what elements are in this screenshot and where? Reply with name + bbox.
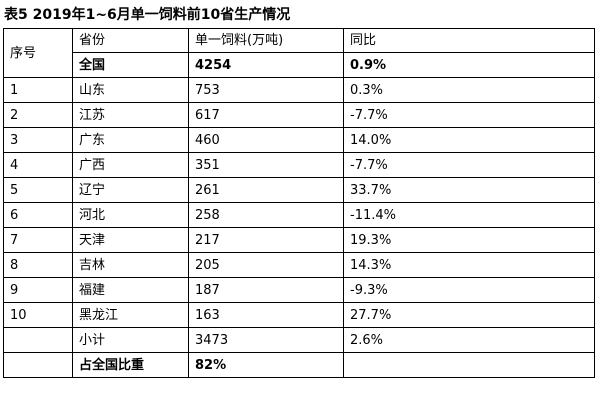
cell-yoy: -7.7% xyxy=(343,102,595,128)
cell-rank: 6 xyxy=(3,202,73,228)
subtotal-yoy: 2.6% xyxy=(343,327,595,353)
cell-output: 351 xyxy=(188,152,344,178)
production-table: 序号 省份 单一饲料(万吨) 同比 全国 4254 0.9% 1 山东 753 0.3… xyxy=(3,28,595,378)
cell-rank: 5 xyxy=(3,177,73,203)
cell-province: 广西 xyxy=(72,152,189,178)
cell-output: 187 xyxy=(188,277,344,303)
cell-output: 617 xyxy=(188,102,344,128)
cell-yoy: -11.4% xyxy=(343,202,595,228)
cell-rank: 3 xyxy=(3,127,73,153)
cell-yoy: 0.3% xyxy=(343,77,595,103)
cell-province: 辽宁 xyxy=(72,177,189,203)
cell-rank: 1 xyxy=(3,77,73,103)
header-province: 省份 xyxy=(72,28,189,53)
header-row: 序号 省份 单一饲料(万吨) 同比 xyxy=(3,28,595,78)
subtotal-output: 3473 xyxy=(188,327,344,353)
cell-output: 163 xyxy=(188,302,344,328)
cell-province: 江苏 xyxy=(72,102,189,128)
cell-province: 天津 xyxy=(72,227,189,253)
table-row: 8 吉林 205 14.3% xyxy=(3,252,595,278)
table-title: 表5 2019年1~6月单一饲料前10省生产情况 xyxy=(4,7,291,23)
table-row: 1 山东 753 0.3% xyxy=(3,77,595,103)
cell-province: 广东 xyxy=(72,127,189,153)
share-empty-yoy xyxy=(343,352,595,378)
table-row: 5 辽宁 261 33.7% xyxy=(3,177,595,203)
cell-yoy: -7.7% xyxy=(343,152,595,178)
table-row: 4 广西 351 -7.7% xyxy=(3,152,595,178)
subtotal-label: 小计 xyxy=(72,327,189,353)
cell-output: 753 xyxy=(188,77,344,103)
cell-output: 261 xyxy=(188,177,344,203)
cell-yoy: -9.3% xyxy=(343,277,595,303)
header-output: 单一饲料(万吨) xyxy=(188,28,344,53)
cell-output: 460 xyxy=(188,127,344,153)
header-rank: 序号 xyxy=(3,28,73,78)
table-row: 3 广东 460 14.0% xyxy=(3,127,595,153)
cell-rank: 10 xyxy=(3,302,73,328)
cell-province: 福建 xyxy=(72,277,189,303)
subtotal-empty xyxy=(3,327,73,353)
total-row: 全国 4254 0.9% xyxy=(4,52,595,78)
table-row: 2 江苏 617 -7.7% xyxy=(3,102,595,128)
total-label: 全国 xyxy=(72,52,189,78)
cell-rank: 9 xyxy=(3,277,73,303)
share-row: 占全国比重 82% xyxy=(3,352,595,378)
cell-yoy: 14.0% xyxy=(343,127,595,153)
header-yoy: 同比 xyxy=(343,28,595,53)
cell-output: 217 xyxy=(188,227,344,253)
cell-output: 205 xyxy=(188,252,344,278)
cell-output: 258 xyxy=(188,202,344,228)
cell-yoy: 27.7% xyxy=(343,302,595,328)
cell-rank: 7 xyxy=(3,227,73,253)
subtotal-row: 小计 3473 2.6% xyxy=(3,327,595,353)
total-output: 4254 xyxy=(188,52,344,78)
cell-yoy: 33.7% xyxy=(343,177,595,203)
share-label: 占全国比重 xyxy=(72,352,189,378)
cell-province: 黑龙江 xyxy=(72,302,189,328)
cell-province: 山东 xyxy=(72,77,189,103)
table-row: 9 福建 187 -9.3% xyxy=(3,277,595,303)
cell-yoy: 14.3% xyxy=(343,252,595,278)
cell-province: 吉林 xyxy=(72,252,189,278)
table-row: 10 黑龙江 163 27.7% xyxy=(3,302,595,328)
cell-rank: 8 xyxy=(3,252,73,278)
share-value: 82% xyxy=(188,352,344,378)
table-row: 7 天津 217 19.3% xyxy=(3,227,595,253)
table-row: 6 河北 258 -11.4% xyxy=(3,202,595,228)
cell-rank: 4 xyxy=(3,152,73,178)
cell-yoy: 19.3% xyxy=(343,227,595,253)
total-yoy: 0.9% xyxy=(343,52,595,78)
cell-province: 河北 xyxy=(72,202,189,228)
share-empty xyxy=(3,352,73,378)
cell-rank: 2 xyxy=(3,102,73,128)
